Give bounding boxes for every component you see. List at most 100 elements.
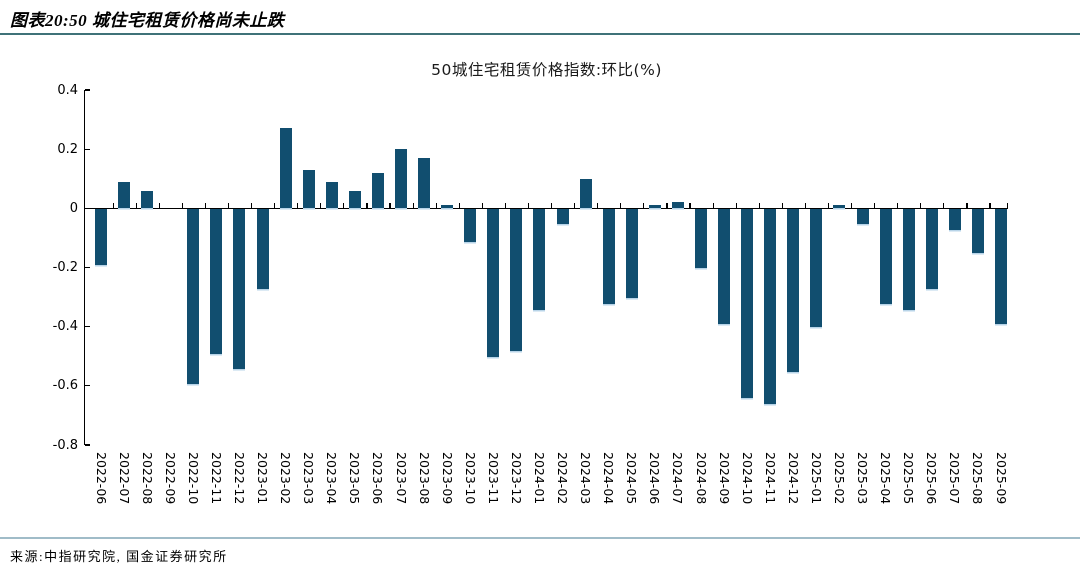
y-tick-mark: [85, 148, 90, 150]
x-category-label: 2025-08: [970, 452, 986, 505]
x-tick-mark: [389, 203, 391, 209]
bar-2025-09: [995, 209, 1007, 325]
bar-2025-03: [856, 209, 869, 224]
bar-2022-06: [95, 209, 107, 266]
bar-2023-04: [325, 181, 338, 209]
y-tick-mark: [85, 89, 90, 91]
bar-2024-06: [648, 205, 661, 209]
x-category-label: 2023-10: [462, 452, 478, 505]
y-tick-label: 0.2: [57, 141, 78, 157]
x-tick-mark: [689, 203, 691, 209]
x-category-label: 2022-09: [162, 452, 178, 505]
x-category-label: 2024-07: [670, 452, 686, 505]
y-tick-label: -0.2: [52, 260, 78, 275]
zero-axis-line: [85, 207, 1008, 210]
x-tick-mark: [943, 203, 945, 209]
bar-2025-01: [810, 209, 823, 328]
x-tick-mark: [227, 203, 230, 209]
x-tick-mark: [458, 203, 460, 209]
x-tick-mark: [804, 203, 807, 209]
bar-2024-08: [695, 209, 707, 269]
bar-2023-03: [302, 169, 315, 209]
bar-2023-09: [441, 205, 454, 209]
x-category-label: 2025-02: [831, 452, 847, 505]
x-category-label: 2024-03: [578, 452, 594, 505]
bar-2025-02: [833, 205, 846, 209]
x-category-label: 2022-11: [208, 452, 224, 505]
x-category-label: 2024-02: [555, 452, 571, 505]
x-category-label: 2024-05: [624, 452, 640, 505]
x-tick-mark: [112, 203, 114, 209]
bar-2022-08: [141, 190, 154, 209]
x-category-label: 2025-04: [878, 452, 894, 505]
x-tick-mark: [897, 203, 899, 209]
bar-2023-11: [487, 209, 500, 357]
x-category-label: 2023-09: [439, 452, 455, 505]
bar-2024-02: [556, 209, 569, 224]
x-tick-mark: [712, 203, 714, 209]
x-tick-mark: [920, 203, 922, 209]
x-tick-mark: [504, 203, 507, 209]
x-category-label: 2024-06: [647, 452, 663, 505]
x-category-label: 2022-12: [231, 452, 247, 505]
x-tick-mark: [158, 203, 160, 209]
bar-2024-01: [533, 209, 546, 310]
chart-title: 50城住宅租赁价格指数:环比(%): [431, 61, 662, 79]
x-tick-mark: [251, 203, 253, 209]
x-tick-mark: [181, 203, 183, 209]
bar-2024-09: [718, 209, 731, 325]
x-tick-mark: [781, 203, 783, 209]
bar-2025-05: [902, 209, 915, 310]
x-category-label: 2023-03: [301, 452, 317, 505]
y-tick-label: 0: [69, 200, 78, 216]
x-tick-mark: [574, 203, 576, 209]
bar-2024-10: [741, 209, 754, 399]
x-tick-mark: [527, 203, 530, 209]
x-tick-mark: [551, 203, 553, 209]
x-tick-mark: [735, 203, 737, 209]
x-tick-mark: [827, 203, 830, 209]
x-tick-mark: [274, 203, 276, 209]
x-tick-mark: [851, 203, 853, 209]
bar-2024-03: [579, 178, 592, 209]
y-tick-mark: [85, 385, 90, 387]
x-category-label: 2025-09: [993, 452, 1009, 505]
bar-2025-08: [971, 209, 984, 254]
y-tick-label: -0.4: [52, 319, 78, 335]
bar-2022-11: [210, 209, 223, 355]
bar-2023-08: [418, 158, 431, 209]
bar-2024-04: [602, 209, 615, 304]
y-axis-spine: [83, 90, 85, 445]
bar-2022-10: [187, 209, 200, 384]
x-category-label: 2022-08: [139, 452, 155, 505]
x-category-label: 2023-11: [485, 452, 501, 505]
bar-2023-12: [510, 209, 523, 352]
x-category-label: 2024-04: [601, 452, 617, 505]
x-category-label: 2025-06: [924, 452, 940, 505]
x-category-label: 2025-05: [901, 452, 917, 505]
x-tick-mark: [874, 203, 876, 209]
x-tick-mark: [320, 203, 322, 209]
bar-2022-07: [118, 181, 131, 209]
x-category-label: 2022-06: [93, 452, 109, 505]
bar-2024-05: [625, 209, 638, 298]
x-tick-mark: [989, 203, 991, 209]
x-category-label: 2024-08: [693, 452, 709, 505]
x-tick-mark: [135, 203, 137, 209]
x-tick-mark: [297, 203, 299, 209]
x-tick-mark: [366, 203, 368, 209]
y-tick-label: -0.8: [52, 437, 78, 453]
y-tick-label: -0.6: [52, 378, 78, 394]
y-tick-mark: [85, 444, 90, 446]
x-tick-mark: [204, 203, 207, 209]
x-tick-mark: [435, 203, 437, 209]
x-category-label: 2023-06: [370, 452, 386, 505]
x-category-label: 2024-09: [716, 452, 732, 505]
header-divider: [0, 33, 1080, 35]
bar-2024-11: [764, 209, 777, 405]
x-category-label: 2023-08: [416, 452, 432, 505]
x-category-label: 2023-12: [508, 452, 524, 505]
x-category-label: 2023-05: [347, 452, 363, 505]
bar-2023-02: [279, 128, 292, 209]
bar-2025-04: [879, 209, 892, 304]
